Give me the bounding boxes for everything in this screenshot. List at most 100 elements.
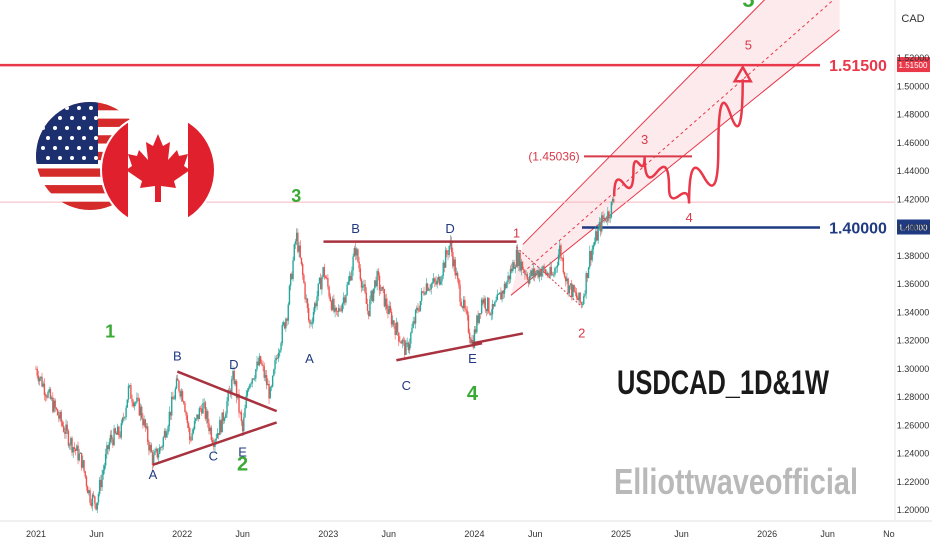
candle-body [380,290,382,292]
candle-body [171,396,173,416]
candle-body [523,269,525,271]
usa-flag-star [65,126,69,130]
candle-body [510,268,513,272]
candle-body [79,452,82,454]
time-axis[interactable]: 2021 Jun 2022 Jun 2023 Jun 2024 Jun 2025 Jun 2026 J… [0,520,932,539]
usa-flag-star [94,116,98,120]
candle-body [54,400,56,408]
time-tick-label: 2022 [172,529,192,539]
candle-body [122,417,125,419]
candle-body [520,261,522,271]
candle-body [377,271,380,276]
candle-body [440,281,442,285]
candle-body [239,412,241,414]
candle-body [585,273,587,294]
candle-body [316,296,318,307]
time-tick-label: Jun [235,529,250,539]
candle-body [592,245,595,250]
target-level-label: 1.51500 [829,58,887,75]
candle-body [299,245,301,258]
candle-body [76,445,78,451]
usa-flag-star [70,156,74,160]
candle-body [243,417,245,432]
price-axis[interactable]: 1.52000 1.50000 1.48000 1.46000 1.44000 1.420… [894,0,930,520]
candle-body [498,292,501,295]
candle-body [347,281,350,285]
candle-body [255,369,257,379]
candle-body [222,412,225,421]
candle-body [234,381,237,384]
candle-body [256,361,258,370]
candle-body [107,445,109,450]
candle-body [368,310,370,317]
candle-body [543,266,545,270]
trendlines [152,240,583,466]
candle-body [216,433,219,439]
candle-body [178,380,180,391]
candle-body [569,283,572,286]
usa-flag-star [94,156,98,160]
candle-body [525,274,527,275]
candle-body [247,388,250,391]
candle-body [40,376,42,379]
candle-body [604,217,607,221]
candle-body [142,418,144,426]
candle-body [201,408,203,414]
candle-body [401,339,404,344]
candle-body [419,300,422,311]
candle-body [595,231,597,242]
candle-body [133,402,136,407]
watermark: Elliottwaveofficial [614,461,858,502]
candle-body [497,294,500,295]
candle-body [447,253,449,255]
time-tick-label: Jun [820,529,835,539]
candle-body [417,307,419,311]
candle-body [408,343,411,351]
candle-body [70,438,72,445]
candle-body [185,412,187,416]
candle-body [577,297,579,301]
candle-body [410,332,412,344]
candle-body [572,285,574,297]
candle-body [307,307,310,321]
usa-flag-star [58,136,62,140]
candle-body [387,309,389,315]
candle-body [329,296,332,302]
candle-body [322,267,324,277]
candle-body [613,198,615,202]
candle-body [294,241,297,245]
candlestick-series [35,194,615,513]
candle-body [333,298,335,312]
time-tick-label: Jun [528,529,543,539]
candle-body [265,375,268,386]
candle-body [441,276,443,282]
candle-body [575,292,578,298]
usa-flag-star [89,126,93,130]
candle-body [389,306,392,312]
candle-body [460,301,462,307]
candle-body [65,424,67,434]
usa-flag-star [46,156,50,160]
candle-body [259,356,262,364]
candle-body [513,262,515,269]
candle-body [567,278,569,294]
usa-flag-star [77,126,81,130]
time-tick-label: No [883,529,895,539]
candle-body [154,451,156,455]
candle-body [548,275,550,277]
candle-body [562,258,565,273]
candle-body [175,378,178,389]
candle-body [422,291,424,293]
candle-body [279,350,281,353]
candle-body [128,385,131,387]
candle-body [155,448,157,452]
candle-body [507,275,509,283]
support-level-label: 1.40000 [829,221,887,238]
candle-body [584,293,586,297]
candle-body [516,249,519,266]
candle-body [431,282,434,284]
candle-body [593,241,596,246]
symbol-title: USDCAD_1D&1W [617,364,830,402]
price-tick-label: 1.22000 [897,477,930,487]
